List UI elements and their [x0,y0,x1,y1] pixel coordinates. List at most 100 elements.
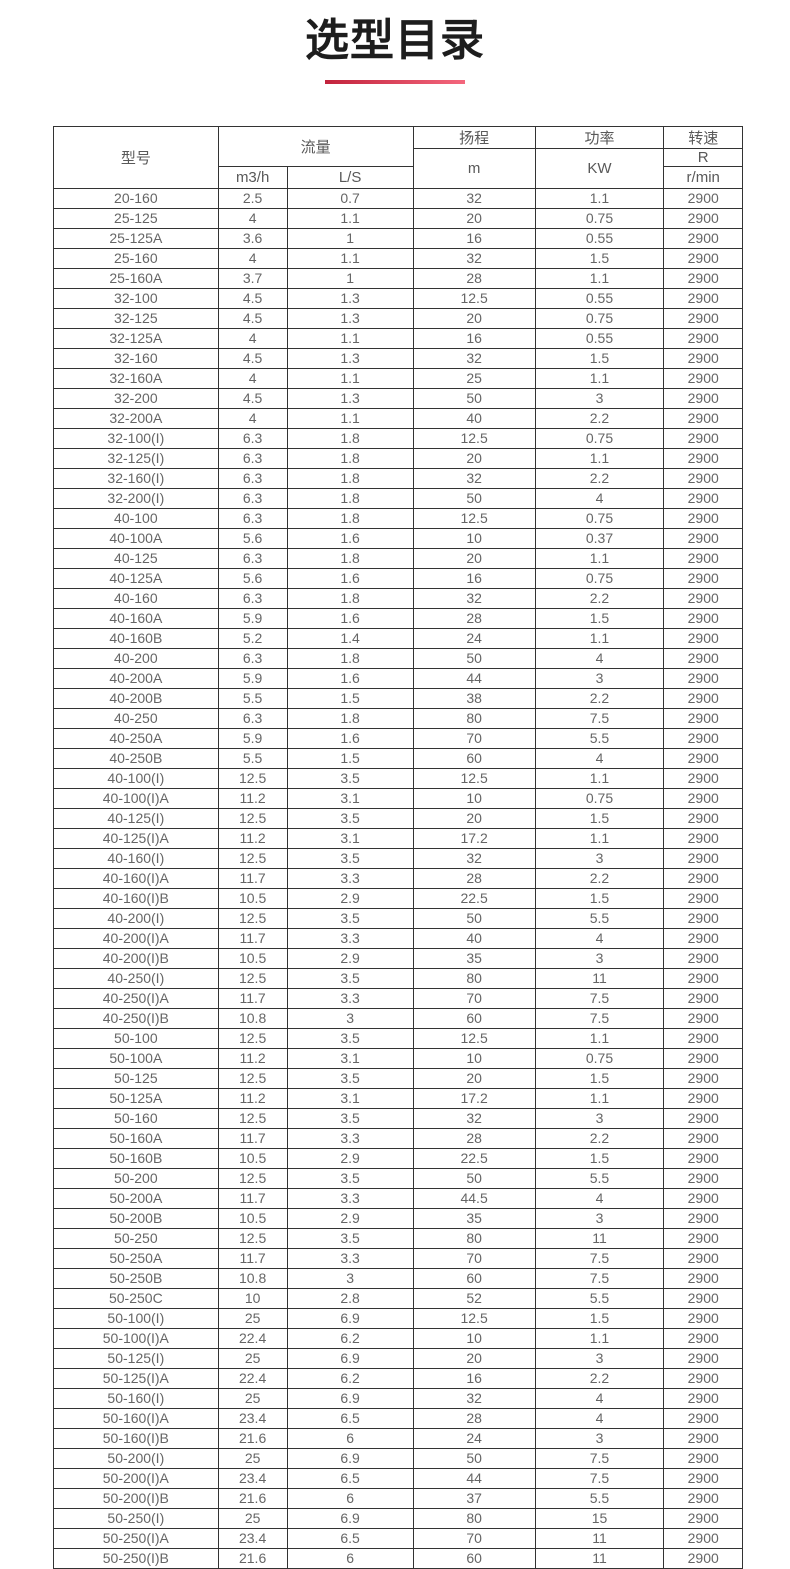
table-cell: 6.9 [286,1308,414,1329]
table-cell: 12.5 [217,1108,288,1129]
table-cell: 7.5 [534,1268,665,1289]
table-cell: 25-125 [53,208,219,229]
table-cell: 2900 [663,388,743,409]
table-cell: 2.2 [534,688,665,709]
table-cell: 24 [412,628,536,649]
table-cell: 3.1 [286,1048,414,1069]
table-cell: 21.6 [217,1488,288,1509]
table-cell: 28 [412,608,536,629]
table-cell: 1.5 [534,1308,665,1329]
table-cell: 4 [217,368,288,389]
table-cell: 2900 [663,1488,743,1509]
table-cell: 2900 [663,1028,743,1049]
table-cell: 6.9 [286,1348,414,1369]
table-cell: 22.4 [217,1368,288,1389]
table-row: 50-160(I) 25 6.9 32 4 2900 [53,1388,743,1409]
table-cell: 50-125A [53,1088,219,1109]
table-cell: 6.5 [286,1468,414,1489]
table-cell: 5.5 [534,1168,665,1189]
table-cell: 4.5 [217,388,288,409]
table-cell: 25 [412,368,536,389]
table-cell: 6.3 [217,548,288,569]
table-row: 50-125(I) 25 6.9 20 3 2900 [53,1348,743,1369]
table-cell: 25-160A [53,268,219,289]
table-cell: 3 [286,1008,414,1029]
table-cell: 50-160B [53,1148,219,1169]
table-cell: 1.4 [286,628,414,649]
table-cell: 1.8 [286,708,414,729]
table-row: 50-160 12.5 3.5 32 3 2900 [53,1108,743,1129]
table-cell: 7.5 [534,1448,665,1469]
table-cell: 6.5 [286,1528,414,1549]
table-cell: 1.5 [534,1148,665,1169]
table-cell: 3 [534,1428,665,1449]
table-cell: 2.9 [286,1148,414,1169]
table-cell: 2900 [663,1108,743,1129]
table-cell: 32-100(I) [53,428,219,449]
table-cell: 2900 [663,548,743,569]
table-cell: 2.5 [217,188,288,209]
table-cell: 28 [412,868,536,889]
table-cell: 2900 [663,508,743,529]
table-cell: 2900 [663,328,743,349]
table-cell: 2.2 [534,468,665,489]
table-cell: 2900 [663,788,743,809]
table-cell: 80 [412,1228,536,1249]
table-cell: 1.3 [286,308,414,329]
table-cell: 5.9 [217,608,288,629]
table-cell: 32-200A [53,408,219,429]
table-cell: 60 [412,1268,536,1289]
table-cell: 17.2 [412,828,536,849]
table-row: 50-200(I)A 23.4 6.5 44 7.5 2900 [53,1468,743,1489]
table-cell: 23.4 [217,1408,288,1429]
table-row: 50-200A 11.7 3.3 44.5 4 2900 [53,1188,743,1209]
table-cell: 50-200(I) [53,1448,219,1469]
table-cell: 7.5 [534,1248,665,1269]
table-cell: 0.75 [534,568,665,589]
table-row: 50-200B 10.5 2.9 35 3 2900 [53,1208,743,1229]
table-cell: 60 [412,748,536,769]
table-cell: 1.1 [534,448,665,469]
table-cell: 1.3 [286,348,414,369]
table-cell: 20 [412,1348,536,1369]
header-head-unit: m [412,148,536,189]
table-cell: 50 [412,1168,536,1189]
table-cell: 32-200(I) [53,488,219,509]
table-row: 40-160A 5.9 1.6 28 1.5 2900 [53,608,743,629]
table-cell: 23.4 [217,1468,288,1489]
table-cell: 40-125A [53,568,219,589]
table-cell: 40-160A [53,608,219,629]
table-cell: 3 [286,1268,414,1289]
table-cell: 6.9 [286,1388,414,1409]
table-cell: 2900 [663,1128,743,1149]
table-cell: 5.5 [534,728,665,749]
table-body: 20-160 2.5 0.7 32 1.1 2900 25-125 4 1.1 20 0.75 290… [53,188,743,1569]
table-cell: 2900 [663,1528,743,1549]
header-speed: 转速 [663,126,743,149]
table-row: 40-100(I) 12.5 3.5 12.5 1.1 2900 [53,768,743,789]
table-cell: 2900 [663,1448,743,1469]
table-cell: 2900 [663,1368,743,1389]
table-cell: 1.6 [286,728,414,749]
table-cell: 6.3 [217,708,288,729]
table-cell: 12.5 [412,508,536,529]
table-row: 50-200(I)B 21.6 6 37 5.5 2900 [53,1488,743,1509]
table-cell: 4 [217,328,288,349]
table-cell: 11.7 [217,868,288,889]
table-cell: 1.5 [534,1068,665,1089]
table-cell: 3.3 [286,1128,414,1149]
table-cell: 40-200(I) [53,908,219,929]
table-cell: 1.1 [286,408,414,429]
table-cell: 3.5 [286,848,414,869]
table-cell: 50 [412,1448,536,1469]
table-cell: 0.75 [534,788,665,809]
table-cell: 2900 [663,588,743,609]
table-cell: 12.5 [217,1168,288,1189]
table-cell: 2900 [663,188,743,209]
table-cell: 12.5 [412,1308,536,1329]
table-cell: 40-200(I)A [53,928,219,949]
table-cell: 32-160A [53,368,219,389]
table-cell: 3.5 [286,808,414,829]
table-row: 40-200B 5.5 1.5 38 2.2 2900 [53,688,743,709]
table-cell: 80 [412,708,536,729]
